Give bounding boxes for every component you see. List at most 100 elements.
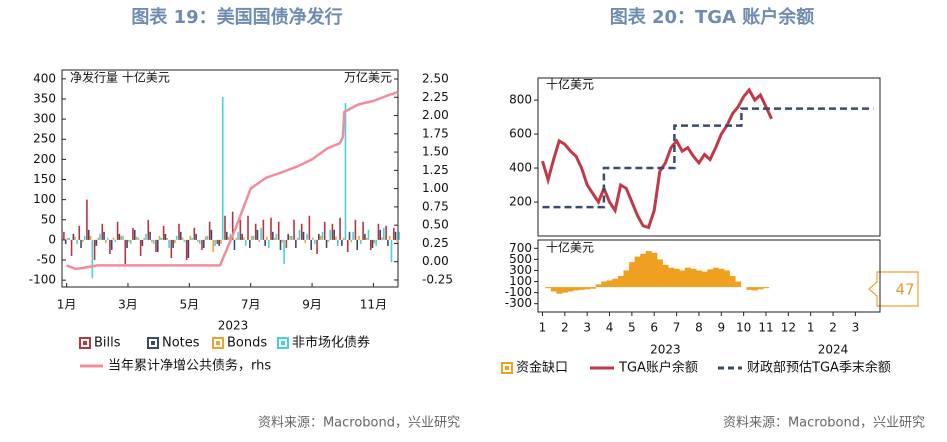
bar: [247, 215, 249, 240]
bar: [358, 235, 360, 240]
bar: [216, 239, 219, 244]
bar: [323, 221, 326, 240]
bar: [290, 235, 293, 240]
y2-axis-label: 万亿美元: [344, 70, 392, 85]
bar: [227, 236, 230, 240]
bar: [350, 239, 353, 243]
gap-area: [757, 287, 764, 290]
bar: [237, 231, 239, 240]
cumulative-line: [66, 90, 399, 271]
bar: [356, 239, 359, 250]
bar: [293, 219, 295, 240]
bar: [243, 237, 245, 240]
gap-area: [556, 287, 563, 294]
bar: [229, 233, 232, 240]
bar: [74, 236, 76, 240]
bar: [143, 237, 146, 240]
gap-area: [612, 278, 619, 288]
y-tick-label: 0: [48, 232, 56, 246]
gap-area: [763, 287, 770, 289]
bar: [312, 237, 314, 240]
bar: [304, 239, 307, 244]
legend-swatch-inner: [83, 341, 87, 345]
x-tick-label: 11: [758, 321, 773, 335]
bar: [210, 229, 213, 240]
bar: [191, 237, 193, 240]
y2-tick-label: 1.50: [422, 145, 449, 159]
bar: [308, 215, 311, 240]
bar: [369, 239, 372, 250]
y-tick-label: 200: [509, 195, 532, 209]
gap-area: [668, 267, 675, 288]
gap-area: [595, 284, 602, 288]
y2-tick-label: 2.25: [422, 90, 449, 104]
x-tick-label: 9月: [302, 298, 322, 312]
gap-area: [634, 256, 641, 288]
bar: [287, 233, 289, 240]
bar: [283, 239, 285, 265]
y2-tick-label: 1.00: [422, 181, 449, 195]
bar: [392, 227, 395, 240]
year-label: 2023: [650, 343, 681, 357]
x-tick-label: 2: [561, 321, 569, 335]
bar: [339, 217, 341, 240]
bar: [137, 237, 140, 240]
bar: [158, 235, 161, 240]
y-tick-label: 400: [33, 71, 56, 85]
gap-area: [606, 280, 613, 288]
bar: [360, 239, 362, 244]
bar: [367, 229, 370, 240]
legend-label: 非市场化债券: [292, 335, 370, 351]
bar: [170, 239, 173, 259]
legend-swatch-inner: [281, 341, 285, 345]
bar: [141, 239, 144, 246]
bar: [189, 235, 192, 240]
y-tick-label: 100: [33, 192, 56, 206]
bar: [175, 235, 178, 240]
bar: [277, 221, 280, 240]
bar: [235, 237, 238, 240]
bar: [103, 231, 105, 240]
bar: [197, 239, 199, 242]
bar: [181, 237, 184, 240]
bar: [321, 231, 324, 240]
bar: [164, 233, 167, 240]
bar: [91, 239, 94, 279]
x-tick-label: 12: [781, 321, 796, 335]
bar: [346, 239, 349, 252]
bar: [147, 219, 150, 240]
legend-swatch-inner: [151, 341, 155, 345]
gap-area: [724, 270, 730, 288]
bar: [114, 239, 117, 242]
bar: [139, 239, 142, 256]
gap-area: [567, 287, 574, 292]
y-tick-label: 300: [509, 263, 532, 277]
bar: [266, 236, 268, 240]
bar: [82, 239, 84, 242]
bar: [224, 215, 226, 240]
y-tick-label: 800: [509, 93, 532, 107]
chart-title: 图表 19：美国国债净发行: [131, 6, 342, 28]
y2-tick-label: 0.50: [422, 218, 449, 232]
bar: [316, 239, 318, 254]
x-tick-label: 3: [583, 321, 591, 335]
bar: [279, 239, 282, 250]
gap-area: [735, 281, 742, 288]
bar: [375, 239, 377, 246]
y2-tick-label: 1.25: [422, 163, 449, 177]
gap-area: [623, 270, 630, 288]
bar: [101, 223, 104, 240]
x-tick-label: 5月: [180, 298, 200, 312]
bar: [87, 229, 90, 240]
y-tick-label: 600: [509, 127, 532, 141]
bar: [260, 227, 262, 240]
x-tick-label: 3: [852, 321, 860, 335]
y-tick-label: 250: [33, 132, 56, 146]
bar: [319, 235, 322, 240]
bar: [76, 239, 78, 244]
gap-area: [684, 267, 691, 288]
bar: [272, 231, 274, 240]
x-axis-label: 2023: [218, 319, 249, 333]
bar: [97, 237, 99, 240]
bar: [187, 239, 190, 259]
